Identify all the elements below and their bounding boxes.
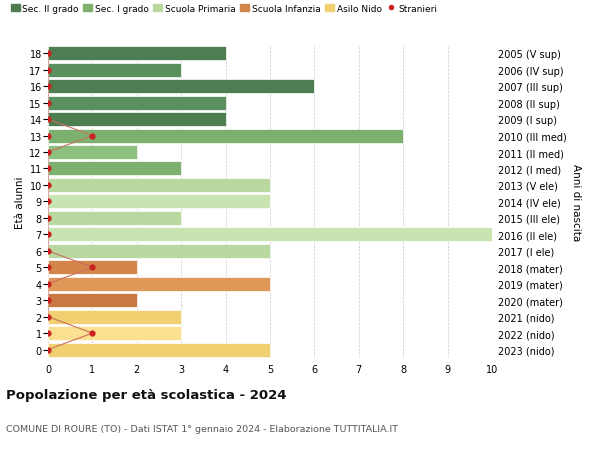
Legend: Sec. II grado, Sec. I grado, Scuola Primaria, Scuola Infanzia, Asilo Nido, Stran: Sec. II grado, Sec. I grado, Scuola Prim… bbox=[11, 5, 437, 13]
Bar bbox=[48, 343, 270, 357]
Bar bbox=[48, 162, 181, 176]
Bar bbox=[48, 294, 137, 308]
Bar bbox=[48, 277, 270, 291]
Bar bbox=[48, 228, 492, 242]
Bar bbox=[48, 244, 270, 258]
Bar bbox=[48, 212, 181, 225]
Bar bbox=[48, 195, 270, 209]
Text: COMUNE DI ROURE (TO) - Dati ISTAT 1° gennaio 2024 - Elaborazione TUTTITALIA.IT: COMUNE DI ROURE (TO) - Dati ISTAT 1° gen… bbox=[6, 425, 398, 434]
Y-axis label: Età alunni: Età alunni bbox=[15, 176, 25, 228]
Bar bbox=[48, 261, 137, 274]
Bar bbox=[48, 96, 226, 110]
Bar bbox=[48, 80, 314, 94]
Bar bbox=[48, 146, 137, 160]
Bar bbox=[48, 310, 181, 324]
Bar bbox=[48, 179, 270, 192]
Bar bbox=[48, 129, 403, 143]
Text: Popolazione per età scolastica - 2024: Popolazione per età scolastica - 2024 bbox=[6, 388, 287, 401]
Y-axis label: Anni di nascita: Anni di nascita bbox=[571, 163, 581, 241]
Bar bbox=[48, 113, 226, 127]
Bar bbox=[48, 63, 181, 78]
Bar bbox=[48, 47, 226, 61]
Bar bbox=[48, 326, 181, 341]
